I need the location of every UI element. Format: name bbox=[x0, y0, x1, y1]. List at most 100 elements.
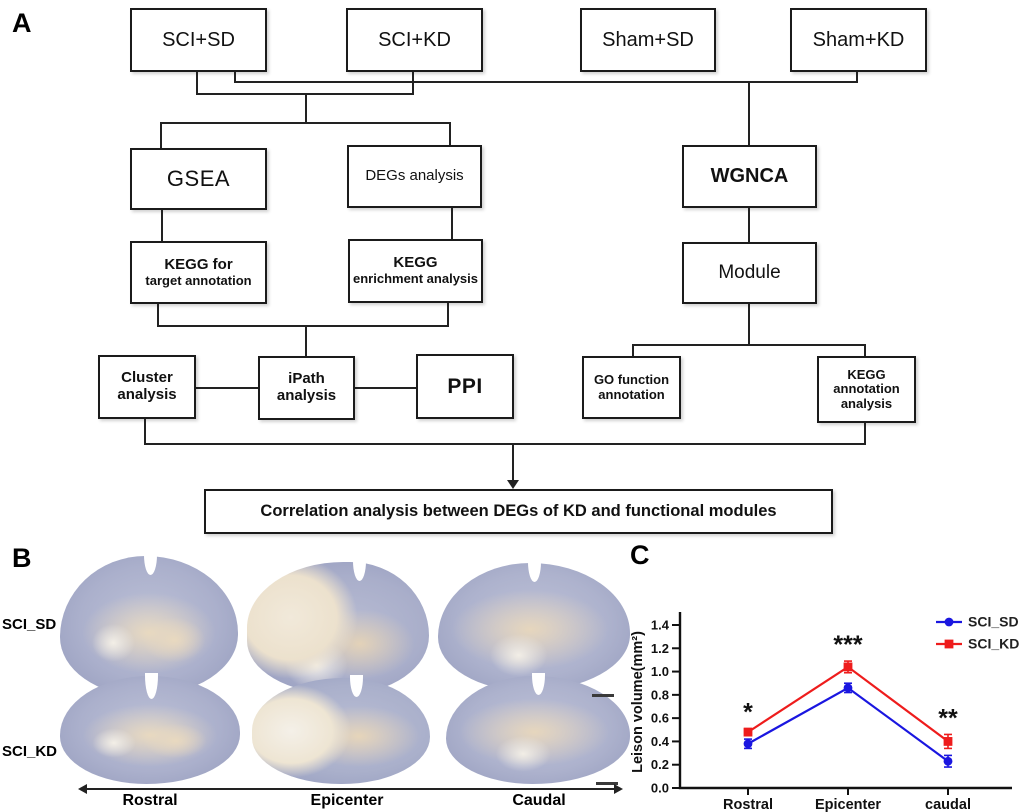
lesion-volume-chart: 0.0 0.2 0.4 0.6 0.8 1.0 1.2 1.4 Leison volume(mm… bbox=[630, 612, 1019, 812]
flow-line bbox=[234, 81, 858, 83]
tissue-section-sd-epicenter bbox=[247, 559, 429, 694]
box-ppi: PPI bbox=[416, 354, 514, 419]
tissue-section-sd-caudal bbox=[438, 560, 630, 691]
y-tick-label: 1.4 bbox=[651, 618, 670, 633]
box-sham-sd: Sham+SD bbox=[580, 8, 716, 72]
flow-line bbox=[196, 387, 258, 389]
col-label-rostral: Rostral bbox=[122, 792, 178, 809]
flow-line bbox=[748, 304, 750, 345]
box-sci-kd: SCI+KD bbox=[346, 8, 483, 72]
y-axis-label: Leison volume(mm²) bbox=[630, 631, 646, 773]
y-tick-label: 0.6 bbox=[651, 711, 669, 726]
flow-line bbox=[449, 122, 451, 146]
arrow-left-icon bbox=[78, 784, 87, 794]
box-kegg-enrich-line1: KEGG bbox=[393, 254, 438, 272]
significance-label: *** bbox=[833, 631, 862, 659]
tissue-notch bbox=[528, 560, 542, 582]
y-tick-label: 1.2 bbox=[651, 641, 669, 656]
box-kegg-ann-line3: analysis bbox=[840, 395, 893, 411]
flow-line bbox=[157, 325, 449, 327]
box-sci-sd-text: SCI+SD bbox=[162, 28, 235, 51]
flow-line bbox=[157, 304, 159, 326]
flow-line bbox=[234, 72, 236, 82]
flow-line bbox=[512, 443, 514, 481]
flow-line bbox=[196, 72, 198, 94]
box-wgnca-text: WGNCA bbox=[710, 165, 789, 188]
y-tick-label: 0.0 bbox=[651, 781, 669, 796]
box-correlation-text: Correlation analysis between DEGs of KD … bbox=[260, 502, 777, 521]
box-sci-sd: SCI+SD bbox=[130, 8, 267, 72]
scale-bar bbox=[596, 782, 618, 785]
box-go-line2: annotation bbox=[598, 386, 665, 402]
series-line-SCI_SD bbox=[747, 686, 949, 763]
legend-marker-circle bbox=[944, 617, 954, 627]
marker-square bbox=[943, 737, 953, 746]
col-label-epicenter: Epicenter bbox=[310, 792, 384, 809]
flow-line bbox=[451, 208, 453, 239]
box-kegg-ann-line1: KEGG bbox=[847, 366, 886, 382]
y-tick-label: 0.4 bbox=[651, 734, 670, 749]
box-sham-kd-text: Sham+KD bbox=[812, 28, 905, 51]
tissue-body bbox=[247, 562, 429, 694]
axis-arrow-line bbox=[86, 788, 616, 790]
box-degs: DEGs analysis bbox=[347, 145, 482, 208]
panel-c-label: C bbox=[630, 540, 650, 570]
box-kegg-target-line2: target annotation bbox=[145, 272, 252, 288]
scale-bar bbox=[592, 694, 614, 697]
box-kegg-enrich: KEGG enrichment analysis bbox=[348, 239, 483, 303]
panel-b-label: B bbox=[12, 543, 32, 573]
tissue-section-kd-caudal bbox=[446, 673, 630, 784]
box-gsea-text: GSEA bbox=[166, 165, 231, 191]
flow-line bbox=[160, 122, 451, 124]
box-degs-text: DEGs analysis bbox=[365, 167, 464, 185]
tissue-body bbox=[60, 556, 238, 696]
legend-label: SCI_SD bbox=[968, 614, 1019, 630]
box-go-function: GO function annotation bbox=[582, 356, 681, 419]
tissue-section-kd-epicenter bbox=[252, 675, 430, 784]
row-label-sci-sd: SCI_SD bbox=[2, 616, 57, 633]
box-gsea: GSEA bbox=[130, 148, 267, 210]
arrow-down-icon bbox=[507, 480, 519, 489]
tissue-notch bbox=[349, 675, 363, 697]
x-tick-label: Epicenter bbox=[815, 797, 881, 812]
y-tick-label: 1.0 bbox=[651, 664, 669, 679]
box-sci-kd-text: SCI+KD bbox=[378, 28, 451, 51]
box-ipath-line1: iPath bbox=[288, 370, 325, 388]
tissue-section-sd-rostral bbox=[60, 553, 238, 696]
flow-line bbox=[305, 93, 307, 123]
significance-label: ** bbox=[938, 704, 958, 732]
y-tick-label: 0.8 bbox=[651, 687, 669, 702]
row-label-sci-kd: SCI_KD bbox=[2, 743, 58, 760]
x-tick-label: Rostral bbox=[723, 797, 773, 812]
flow-line bbox=[864, 423, 866, 445]
box-cluster-line2: analysis bbox=[117, 386, 177, 403]
box-kegg-enrich-line2: enrichment analysis bbox=[353, 271, 478, 287]
flow-line bbox=[856, 72, 858, 82]
flow-line bbox=[864, 344, 866, 357]
tissue-notch bbox=[352, 559, 366, 581]
box-correlation: Correlation analysis between DEGs of KD … bbox=[204, 489, 833, 534]
box-ppi-text: PPI bbox=[447, 374, 483, 398]
flow-line bbox=[160, 122, 162, 149]
panel-a-label: A bbox=[12, 8, 32, 38]
box-kegg-annotation: KEGG annotation analysis bbox=[817, 356, 916, 423]
marker-circle bbox=[843, 683, 853, 693]
box-sham-kd: Sham+KD bbox=[790, 8, 927, 72]
significance-label: * bbox=[743, 699, 753, 727]
box-kegg-target-line1: KEGG for bbox=[164, 255, 233, 273]
legend-label: SCI_KD bbox=[968, 636, 1019, 652]
flow-line bbox=[144, 443, 866, 445]
box-module-text: Module bbox=[718, 262, 781, 284]
flow-line bbox=[161, 210, 163, 241]
box-cluster-line1: Cluster bbox=[121, 369, 173, 387]
tissue-notch bbox=[144, 673, 158, 699]
box-ipath-line2: analysis bbox=[276, 387, 337, 404]
flow-line bbox=[447, 303, 449, 326]
flow-line bbox=[632, 344, 634, 357]
flow-line bbox=[412, 72, 414, 94]
y-tick-label: 0.2 bbox=[651, 757, 669, 772]
box-ipath: iPath analysis bbox=[258, 356, 355, 420]
marker-square bbox=[743, 727, 753, 737]
marker-circle bbox=[743, 739, 753, 749]
